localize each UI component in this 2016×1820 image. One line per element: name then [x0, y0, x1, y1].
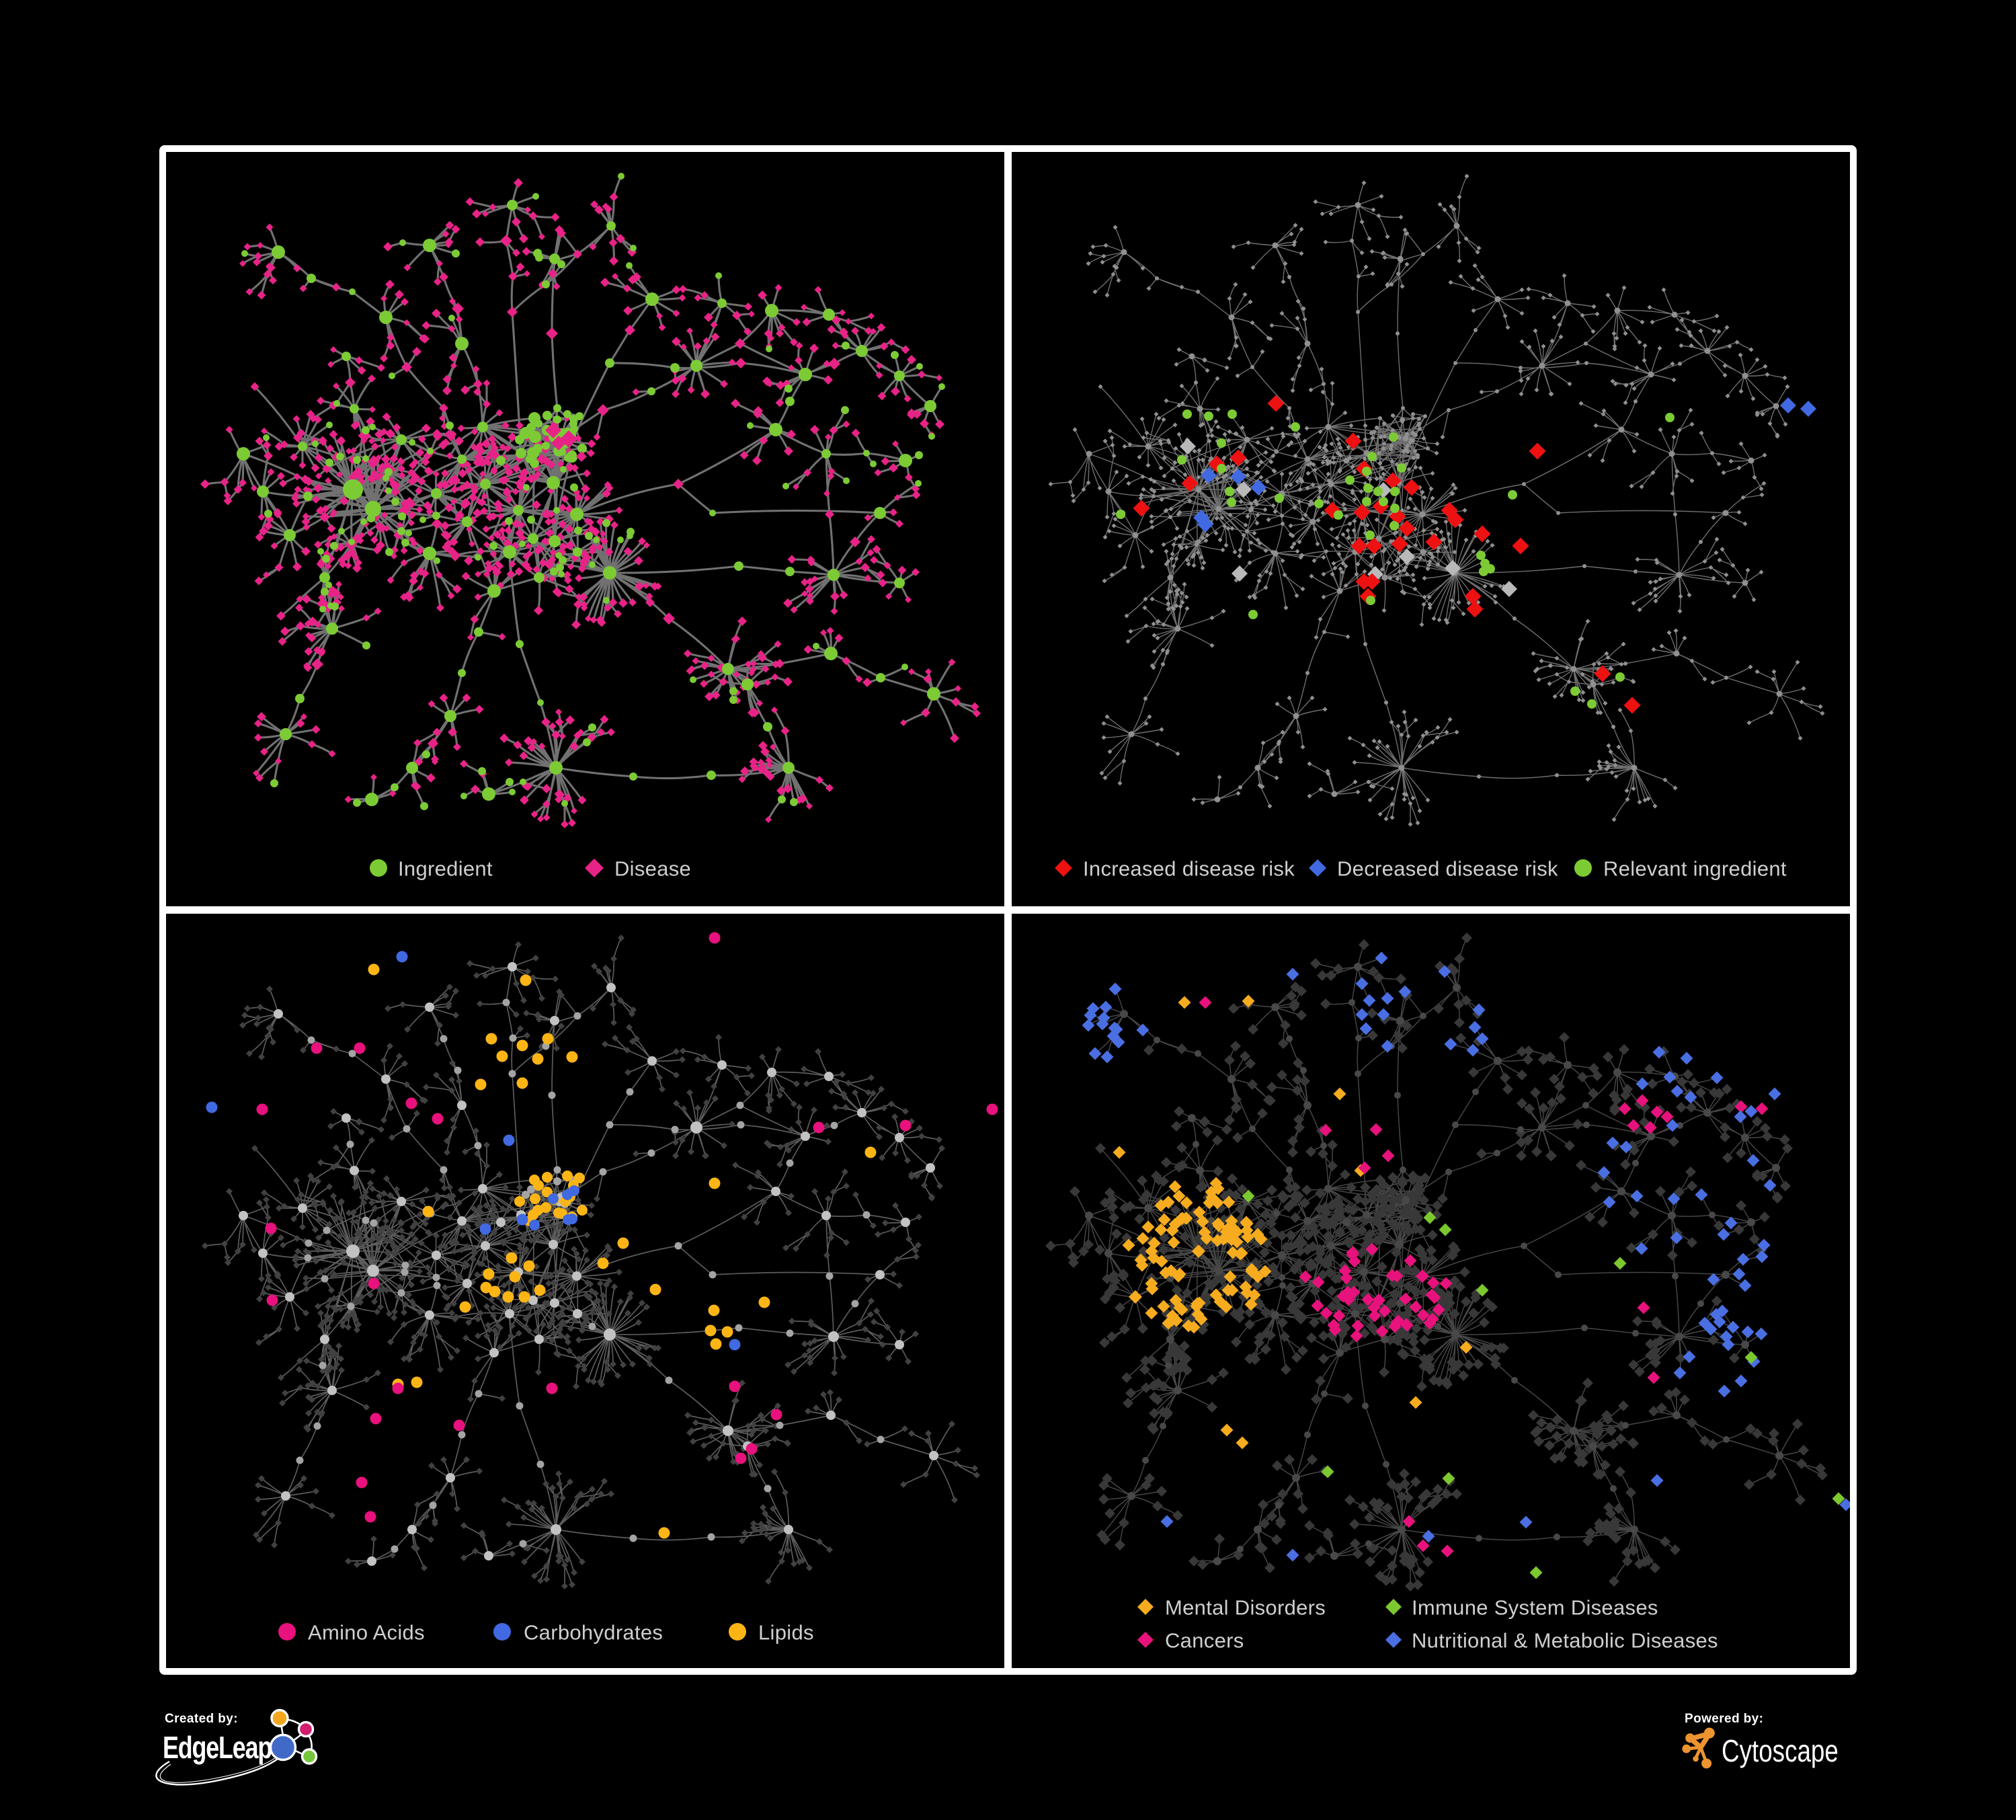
svg-text:Mental Disorders: Mental Disorders [1165, 1596, 1326, 1620]
svg-text:Increased disease risk: Increased disease risk [1083, 857, 1295, 881]
svg-text:Nutritional & Metabolic Diseas: Nutritional & Metabolic Diseases [1412, 1629, 1718, 1653]
svg-text:Immune System Diseases: Immune System Diseases [1412, 1596, 1658, 1620]
svg-text:Carbohydrates: Carbohydrates [524, 1621, 663, 1645]
svg-text:Lipids: Lipids [758, 1621, 814, 1645]
svg-text:Decreased disease risk: Decreased disease risk [1337, 857, 1558, 881]
svg-text:Relevant ingredient: Relevant ingredient [1603, 857, 1787, 881]
svg-text:Ingredient: Ingredient [398, 857, 493, 881]
svg-text:Disease: Disease [614, 857, 691, 881]
svg-text:Amino Acids: Amino Acids [308, 1621, 425, 1645]
svg-text:Cancers: Cancers [1165, 1629, 1244, 1653]
